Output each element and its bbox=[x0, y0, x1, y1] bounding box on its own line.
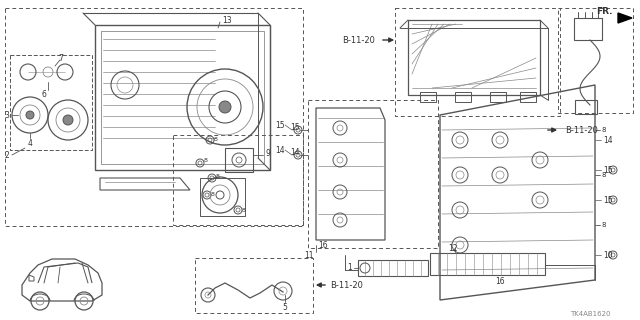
Text: 11: 11 bbox=[305, 251, 314, 260]
Bar bbox=[420, 92, 436, 102]
Text: 13: 13 bbox=[222, 15, 232, 25]
Text: 6: 6 bbox=[42, 90, 47, 99]
Text: B-11-20: B-11-20 bbox=[342, 36, 375, 44]
Text: 3: 3 bbox=[4, 110, 9, 119]
Text: 15: 15 bbox=[603, 196, 612, 204]
Text: 14: 14 bbox=[275, 146, 285, 155]
Circle shape bbox=[219, 101, 231, 113]
Text: 8: 8 bbox=[216, 173, 220, 179]
Bar bbox=[455, 92, 471, 102]
Bar bbox=[575, 100, 597, 114]
Text: FR.: FR. bbox=[596, 6, 613, 15]
Circle shape bbox=[63, 115, 73, 125]
Text: 1: 1 bbox=[348, 263, 352, 273]
Bar bbox=[195, 258, 313, 313]
Text: 15: 15 bbox=[275, 121, 285, 130]
Text: 10: 10 bbox=[603, 251, 612, 260]
Bar bbox=[200, 178, 245, 216]
Text: 8: 8 bbox=[602, 172, 607, 178]
Bar bbox=[490, 92, 506, 102]
Text: 5: 5 bbox=[283, 303, 287, 313]
Polygon shape bbox=[618, 13, 632, 23]
Bar bbox=[308, 100, 438, 248]
Text: 8: 8 bbox=[242, 207, 246, 212]
Text: 2: 2 bbox=[4, 150, 9, 159]
Bar bbox=[558, 8, 633, 113]
Bar bbox=[358, 260, 428, 276]
Text: 8: 8 bbox=[211, 191, 215, 196]
Text: 15: 15 bbox=[291, 123, 300, 132]
Circle shape bbox=[26, 111, 34, 119]
Text: 9: 9 bbox=[265, 148, 270, 157]
Text: 8: 8 bbox=[204, 157, 208, 163]
Bar bbox=[173, 135, 303, 225]
Bar bbox=[5, 8, 303, 226]
Text: 4: 4 bbox=[28, 139, 33, 148]
Text: 15: 15 bbox=[603, 165, 612, 174]
Text: B-11-20: B-11-20 bbox=[330, 281, 363, 290]
Text: 8: 8 bbox=[602, 127, 607, 133]
Text: 16: 16 bbox=[318, 241, 328, 250]
Bar bbox=[225, 148, 253, 172]
Text: 16: 16 bbox=[495, 277, 505, 286]
Text: 8: 8 bbox=[602, 222, 607, 228]
Text: 12: 12 bbox=[448, 244, 458, 252]
Bar bbox=[395, 8, 560, 116]
Text: 14: 14 bbox=[291, 148, 300, 156]
Text: 14: 14 bbox=[603, 135, 612, 145]
Bar bbox=[10, 55, 92, 150]
Text: 7: 7 bbox=[58, 53, 63, 62]
Bar bbox=[430, 253, 545, 275]
Text: B-11-20: B-11-20 bbox=[565, 125, 598, 134]
Bar bbox=[574, 18, 602, 40]
Bar bbox=[520, 92, 536, 102]
Text: 8: 8 bbox=[214, 137, 218, 141]
Text: TK4AB1620: TK4AB1620 bbox=[570, 311, 611, 317]
